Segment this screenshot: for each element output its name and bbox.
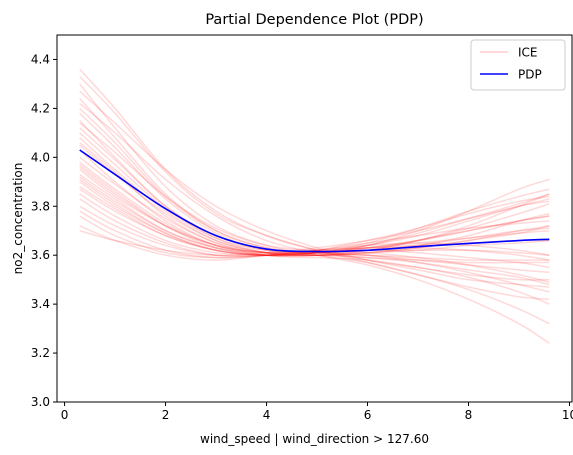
ice-line <box>79 102 550 264</box>
y-tick-label: 3.2 <box>31 346 50 360</box>
ice-line <box>79 112 550 257</box>
legend: ICE PDP <box>470 39 566 91</box>
y-tick-label: 3.6 <box>31 248 50 262</box>
ice-line <box>79 195 550 258</box>
ice-line <box>79 90 550 288</box>
x-tick-label: 8 <box>465 408 473 422</box>
ice-line <box>79 127 550 254</box>
ice-line <box>79 83 550 344</box>
y-axis: 3.0 3.2 3.4 3.6 3.8 4.0 4.2 4.4 <box>31 52 57 409</box>
x-tick-label: 6 <box>364 408 372 422</box>
ice-line <box>79 188 550 256</box>
ice-line <box>79 193 550 269</box>
y-tick-label: 3.8 <box>31 199 50 213</box>
ice-line <box>79 122 550 252</box>
plot-frame <box>56 34 573 403</box>
x-tick-label: 4 <box>263 408 271 422</box>
x-axis: 0 2 4 6 8 10 <box>61 402 573 422</box>
ice-line <box>79 168 550 255</box>
ice-line <box>79 132 550 293</box>
y-tick-label: 4.0 <box>31 150 50 164</box>
ice-line <box>79 166 550 283</box>
ice-line <box>79 210 550 259</box>
y-tick-label: 3.4 <box>31 297 50 311</box>
ice-line <box>79 68 550 281</box>
x-tick-label: 2 <box>162 408 170 422</box>
ice-line <box>79 205 550 257</box>
ice-line <box>79 173 550 257</box>
ice-line <box>79 215 550 259</box>
ice-line <box>79 76 550 300</box>
y-axis-label: no2_concentration <box>11 163 25 275</box>
ice-line <box>79 164 550 257</box>
y-tick-label: 4.2 <box>31 101 50 115</box>
ice-line <box>79 186 550 257</box>
chart-title: Partial Dependence Plot (PDP) <box>205 12 423 28</box>
ice-line <box>79 225 550 261</box>
ice-line <box>79 142 550 305</box>
ice-lines <box>79 68 550 344</box>
pdp-line <box>79 149 550 253</box>
x-tick-label: 0 <box>61 408 69 422</box>
ice-line <box>79 178 550 286</box>
legend-pdp-label: PDP <box>518 68 542 82</box>
ice-line <box>79 98 550 325</box>
ice-line <box>79 120 550 257</box>
ice-line <box>79 181 550 274</box>
y-tick-label: 3.0 <box>31 395 50 409</box>
x-axis-label: wind_speed | wind_direction > 127.60 <box>200 432 429 446</box>
legend-ice-label: ICE <box>518 46 538 60</box>
ice-line <box>79 156 550 256</box>
ice-line <box>79 149 550 258</box>
ice-line <box>79 107 550 262</box>
y-tick-label: 4.4 <box>31 52 50 66</box>
legend-box <box>470 39 566 91</box>
ice-line <box>79 198 550 257</box>
x-tick-label: 10 <box>562 408 573 422</box>
ice-line <box>79 161 550 256</box>
pdp-line-group <box>79 149 550 253</box>
ice-line <box>79 144 550 257</box>
